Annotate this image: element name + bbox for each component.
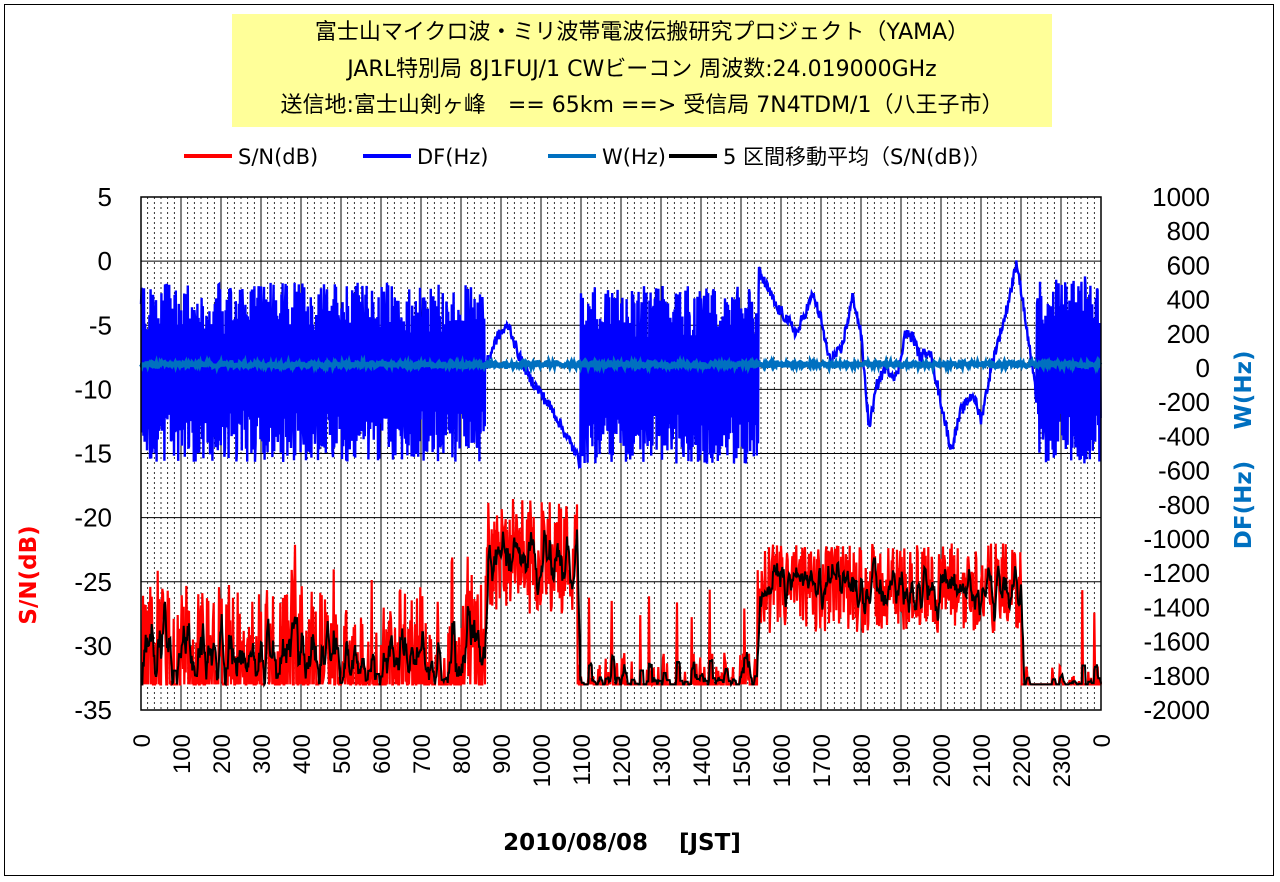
x-tick-label: 1900	[889, 734, 916, 787]
y-right-tick-label: -1200	[1144, 558, 1211, 588]
y-right-tick-label: 200	[1167, 319, 1210, 349]
y-right-tick-label: -2000	[1144, 695, 1211, 725]
x-tick-label: 1300	[649, 734, 676, 787]
x-tick-label: 900	[489, 734, 516, 774]
y-right-tick-label: -1000	[1144, 524, 1211, 554]
legend-label: S/N(dB)	[238, 145, 318, 169]
y-right-tick-label: 800	[1167, 216, 1210, 246]
y-right-tick-label: -1800	[1144, 661, 1211, 691]
y-right-tick-label: -400	[1158, 421, 1210, 451]
y-right-tick-label: -600	[1158, 456, 1210, 486]
x-tick-label: 1100	[569, 734, 596, 786]
y-axis-right-w-title: W(Hz)	[1231, 350, 1257, 429]
x-tick-label: 300	[249, 734, 276, 774]
y-right-tick-label: 1000	[1152, 182, 1210, 212]
chart-title-line-1: 富士山マイクロ波・ミリ波帯電波伝搬研究プロジェクト（YAMA）	[314, 20, 970, 45]
legend: S/N(dB) DF(Hz) W(Hz) 5 区間移動平均（S/N(dB)）	[184, 145, 991, 169]
y-right-tick-label: -200	[1158, 387, 1210, 417]
series-w-line	[139, 354, 1103, 375]
x-tick-label: 2000	[929, 734, 956, 787]
y-left-tick-label: -5	[89, 310, 112, 340]
y-left-tick-label: -25	[74, 567, 112, 597]
x-tick-label: 1700	[809, 734, 836, 787]
x-axis-title: 2010/08/08 [JST]	[503, 830, 741, 856]
x-tick-label: 1400	[689, 734, 716, 787]
x-tick-label: 600	[369, 734, 396, 774]
x-tick-label: 1000	[529, 734, 556, 787]
y-right-tick-label: 600	[1167, 250, 1210, 280]
x-tick-label: 700	[409, 734, 436, 774]
y-left-tick-label: -15	[74, 439, 112, 469]
x-tick-label: 0	[1089, 734, 1116, 747]
y-axis-left-title: S/N(dB)	[16, 525, 42, 624]
x-tick-label: 1200	[609, 734, 636, 787]
chart-title-line-2: JARL特別局 8J1FUJ/1 CWビーコン 周波数:24.019000GHz	[347, 57, 937, 82]
y-left-tick-label: 0	[98, 246, 112, 276]
axis-ticks: 50-5-10-15-20-25-30-3510008006004002000-…	[74, 182, 1210, 787]
legend-label: 5 区間移動平均（S/N(dB)）	[723, 145, 991, 169]
y-left-tick-label: 5	[98, 182, 112, 212]
series-moving-average-line	[141, 529, 1102, 688]
x-tick-label: 2300	[1049, 734, 1076, 787]
x-tick-label: 1600	[769, 734, 796, 787]
y-right-tick-label: -1400	[1144, 592, 1211, 622]
y-left-tick-label: -10	[74, 374, 112, 404]
y-axis-right-df-title: DF(Hz)	[1231, 461, 1257, 549]
x-tick-label: 1800	[849, 734, 876, 787]
series-layer	[139, 260, 1103, 688]
y-right-tick-label: 400	[1167, 285, 1210, 315]
y-right-tick-label: -1600	[1144, 627, 1211, 657]
y-left-tick-label: -30	[74, 631, 112, 661]
legend-label: W(Hz)	[602, 145, 666, 169]
chart-title-box: 富士山マイクロ波・ミリ波帯電波伝搬研究プロジェクト（YAMA） JARL特別局 …	[232, 14, 1052, 127]
x-tick-label: 400	[289, 734, 316, 774]
x-tick-label: 0	[129, 734, 156, 747]
x-tick-label: 800	[449, 734, 476, 774]
x-tick-label: 2100	[969, 734, 996, 787]
series-df-line	[139, 260, 1102, 470]
chart-title-line-3: 送信地:富士山剣ヶ峰 == 65km ==> 受信局 7N4TDM/1（八王子市…	[280, 93, 1004, 118]
y-left-tick-label: -20	[74, 503, 112, 533]
x-tick-label: 100	[169, 734, 196, 774]
x-tick-label: 500	[329, 734, 356, 774]
x-tick-label: 200	[209, 734, 236, 774]
y-right-tick-label: 0	[1196, 353, 1210, 383]
legend-label: DF(Hz)	[417, 145, 488, 169]
y-right-tick-label: -800	[1158, 490, 1210, 520]
y-left-tick-label: -35	[74, 695, 112, 725]
x-tick-label: 1500	[729, 734, 756, 787]
plot-area-border	[140, 196, 1102, 711]
x-tick-label: 2200	[1009, 734, 1036, 787]
